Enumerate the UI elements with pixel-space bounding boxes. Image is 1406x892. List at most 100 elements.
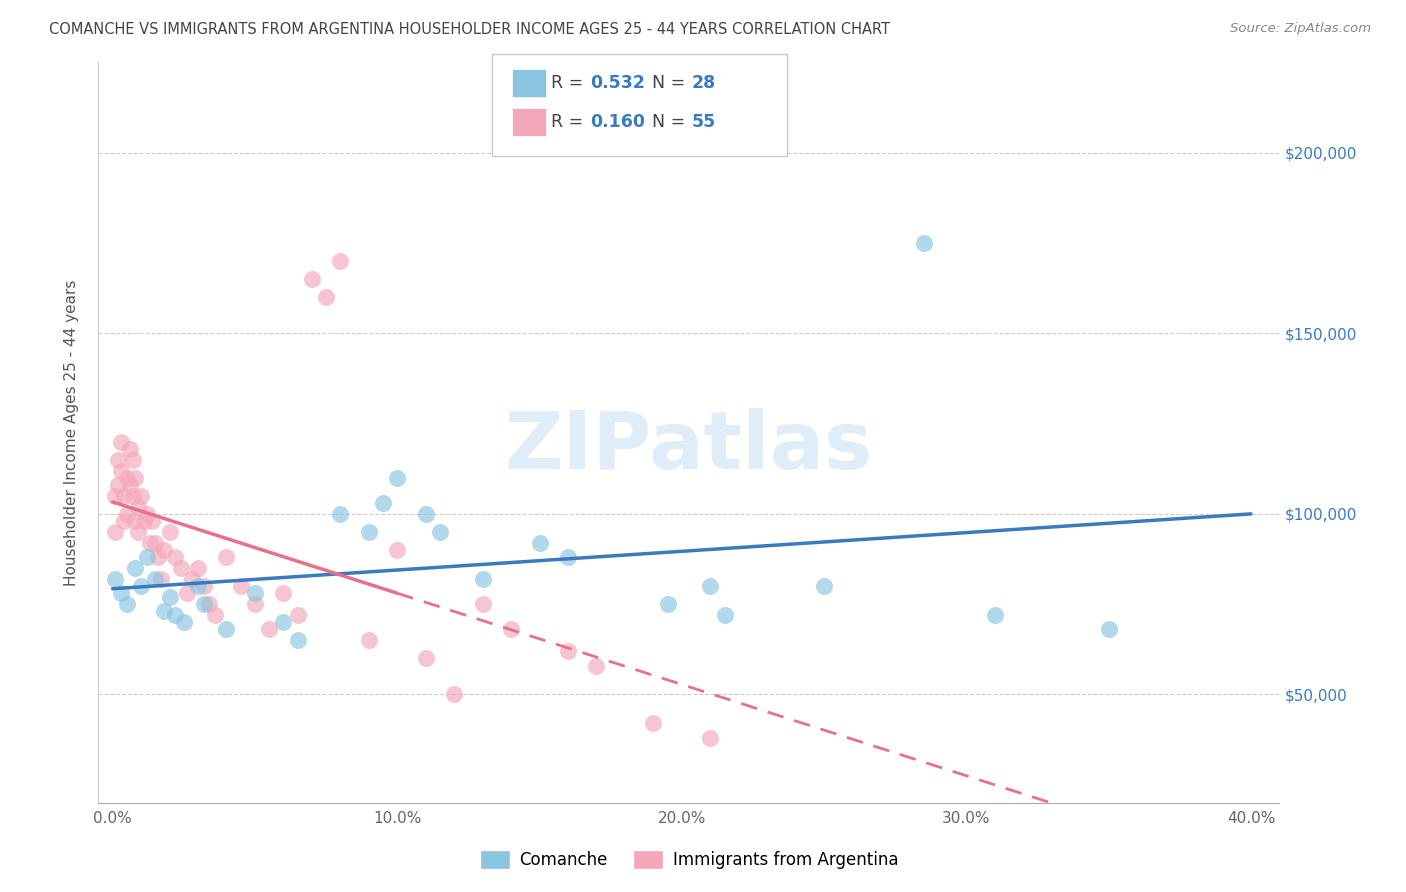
Point (143, 572, 166, 586)
Text: Source: ZipAtlas.com: Source: ZipAtlas.com (1230, 22, 1371, 36)
Point (301, 272, 323, 286)
Point (187, 579, 209, 593)
Point (713, 607, 735, 622)
Point (104, 572, 127, 586)
Point (150, 572, 173, 586)
Point (315, 290, 337, 304)
Text: 28: 28 (692, 74, 716, 92)
Point (107, 452, 129, 467)
Point (187, 561, 209, 575)
Point (121, 452, 143, 467)
Point (357, 633, 380, 648)
Point (124, 471, 146, 485)
Point (415, 507, 437, 521)
Point (243, 586, 266, 600)
Point (215, 550, 238, 565)
Text: COMANCHE VS IMMIGRANTS FROM ARGENTINA HOUSEHOLDER INCOME AGES 25 - 44 YEARS CORR: COMANCHE VS IMMIGRANTS FROM ARGENTINA HO… (49, 22, 890, 37)
Point (132, 514, 155, 528)
Point (165, 607, 187, 622)
Point (121, 489, 143, 503)
Point (204, 607, 226, 622)
Point (471, 597, 494, 611)
Point (557, 644, 579, 658)
Point (153, 604, 176, 618)
Point (115, 507, 138, 521)
Legend: Comanche, Immigrants from Argentina: Comanche, Immigrants from Argentina (472, 843, 905, 876)
Point (110, 464, 132, 478)
Point (229, 579, 252, 593)
Text: R =: R = (551, 113, 589, 131)
Point (143, 535, 166, 549)
Text: R =: R = (551, 74, 589, 92)
Point (329, 507, 352, 521)
Point (138, 535, 160, 549)
Point (529, 535, 551, 549)
Point (129, 489, 152, 503)
Point (585, 658, 607, 673)
Point (699, 579, 721, 593)
Point (699, 731, 721, 745)
Point (643, 716, 665, 731)
Point (1098, 623, 1121, 637)
Point (499, 623, 522, 637)
Point (159, 524, 181, 539)
Point (104, 489, 127, 503)
Point (107, 478, 129, 492)
Point (110, 586, 132, 600)
Point (112, 489, 135, 503)
Text: 0.160: 0.160 (591, 113, 645, 131)
Point (657, 597, 679, 611)
Point (104, 524, 127, 539)
Y-axis label: Householder Income Ages 25 - 44 years: Householder Income Ages 25 - 44 years (65, 279, 79, 586)
Point (287, 633, 309, 648)
Point (115, 471, 138, 485)
Point (153, 543, 176, 558)
Point (984, 607, 1007, 622)
Point (112, 514, 135, 528)
Point (127, 500, 149, 514)
Point (135, 507, 157, 521)
Point (170, 561, 193, 575)
Point (471, 572, 494, 586)
Point (135, 550, 157, 565)
Point (115, 597, 138, 611)
Point (176, 586, 198, 600)
Point (124, 514, 146, 528)
Point (273, 586, 295, 600)
Point (243, 597, 266, 611)
Text: 55: 55 (692, 113, 716, 131)
Point (148, 550, 170, 565)
Point (215, 623, 238, 637)
Text: N =: N = (652, 74, 692, 92)
Point (127, 524, 149, 539)
Point (813, 579, 835, 593)
Point (429, 524, 451, 539)
Point (387, 471, 409, 485)
Point (912, 235, 935, 250)
Point (193, 579, 215, 593)
Point (165, 550, 187, 565)
Point (118, 478, 141, 492)
Point (287, 607, 309, 622)
Point (124, 561, 146, 575)
Text: ZIPatlas: ZIPatlas (505, 409, 873, 486)
Point (129, 579, 152, 593)
Text: 0.532: 0.532 (591, 74, 645, 92)
Point (141, 514, 163, 528)
Point (329, 254, 352, 268)
Point (357, 524, 380, 539)
Point (159, 590, 181, 604)
Point (193, 597, 215, 611)
Point (110, 434, 132, 449)
Point (557, 550, 579, 565)
Point (173, 615, 195, 630)
Point (371, 496, 394, 510)
Point (443, 688, 465, 702)
Text: N =: N = (652, 113, 692, 131)
Point (181, 572, 204, 586)
Point (415, 651, 437, 665)
Point (387, 543, 409, 558)
Point (198, 597, 221, 611)
Point (257, 623, 280, 637)
Point (118, 442, 141, 456)
